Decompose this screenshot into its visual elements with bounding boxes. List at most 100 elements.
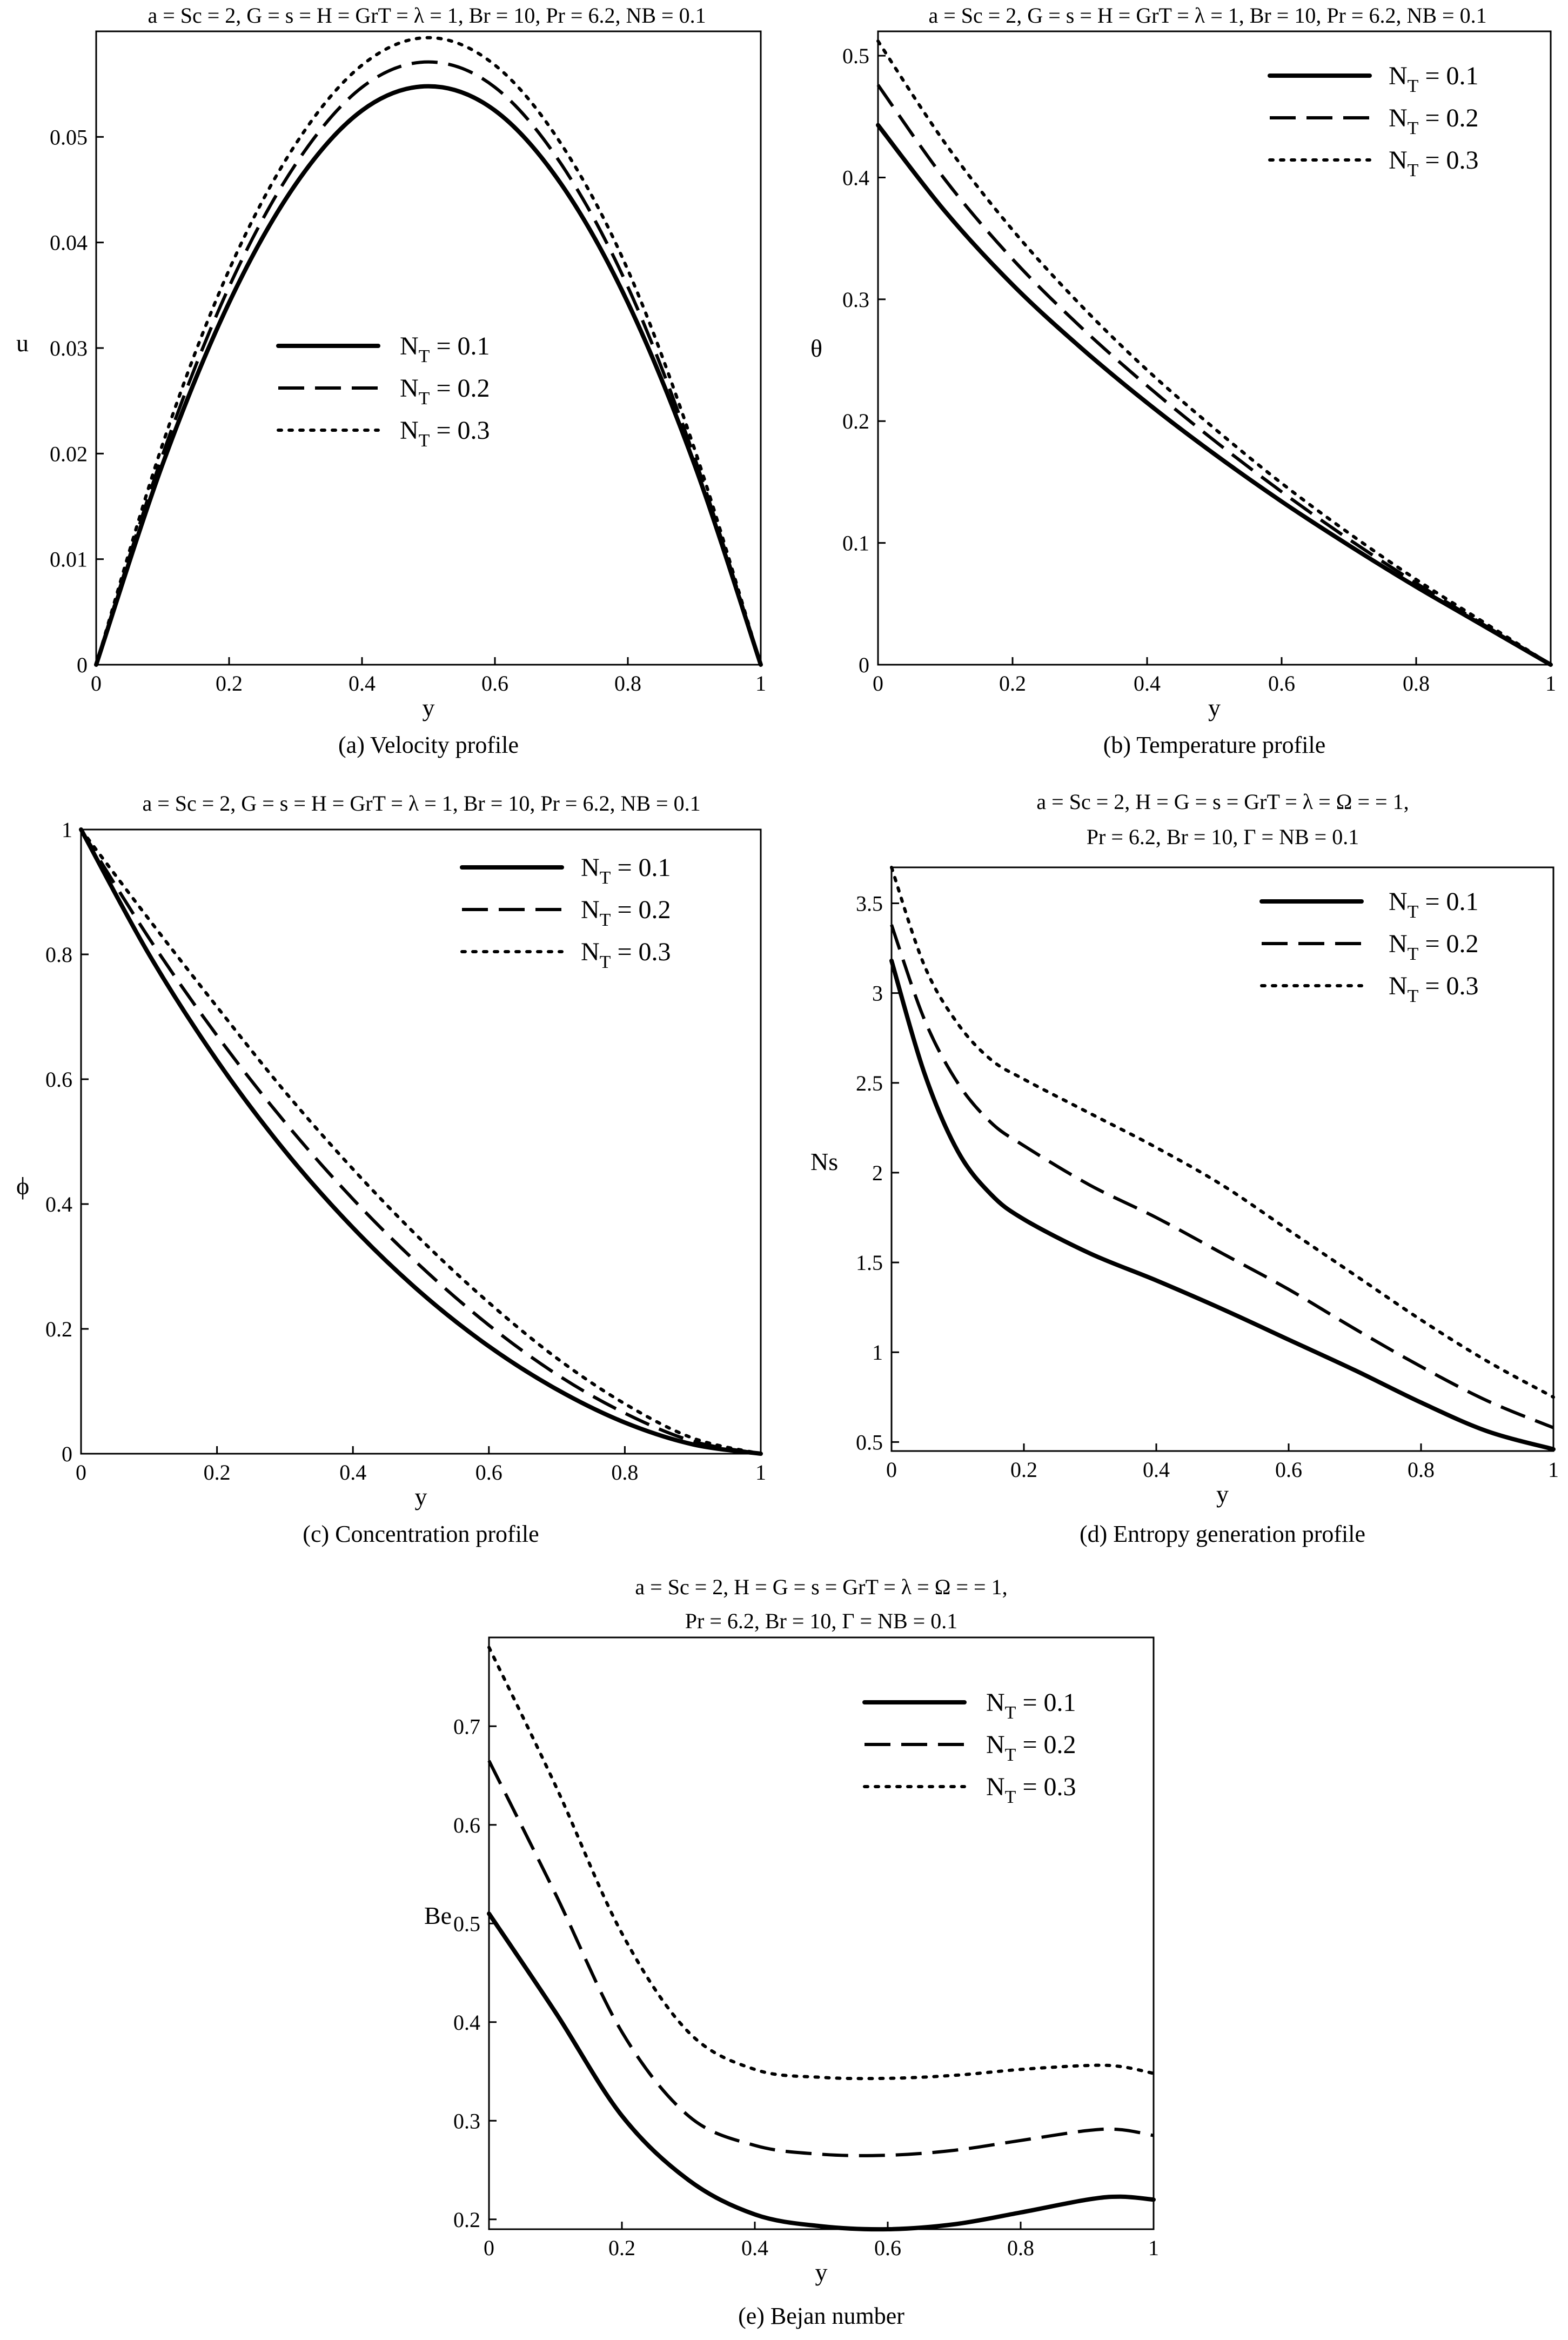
- series-line-nt-2: [79, 828, 761, 1455]
- figure-caption: (b) Temperature profile: [1103, 732, 1325, 758]
- legend-label: NT = 0.1: [1389, 62, 1479, 96]
- chart-b: a = Sc = 2, G = s = H = GrT = λ = 1, Br …: [810, 3, 1556, 758]
- y-tick-label: 0.5: [453, 1911, 480, 1936]
- x-tick-label: 1: [1545, 671, 1556, 696]
- x-tick-label: 0.2: [204, 1460, 231, 1485]
- y-tick-label: 0.3: [453, 2109, 480, 2133]
- y-tick-label: 0.02: [50, 442, 88, 466]
- x-tick-label: 0.2: [608, 2236, 635, 2260]
- legend-label: NT = 0.2: [400, 374, 490, 409]
- x-tick-label: 0.4: [1134, 671, 1161, 696]
- series-line-nt-1: [876, 123, 1553, 667]
- y-tick-label: 1: [62, 818, 72, 842]
- y-tick-label: 1: [872, 1340, 883, 1365]
- x-tick-label: 0.2: [1010, 1458, 1037, 1482]
- x-tick-label: 0.8: [1408, 1458, 1435, 1482]
- legend-label: NT = 0.3: [1389, 146, 1479, 180]
- legend-label: NT = 0.3: [400, 416, 490, 451]
- series-line-nt-1: [487, 1911, 1156, 2232]
- x-tick-label: 0.4: [339, 1460, 366, 1485]
- y-tick-label: 0.6: [453, 1813, 480, 1837]
- x-tick-label: 1: [755, 671, 766, 696]
- y-tick-label: 0.7: [453, 1714, 480, 1739]
- x-tick-label: 0.4: [741, 2236, 768, 2260]
- series-line-nt-1: [79, 827, 763, 1456]
- x-tick-label: 0.6: [1268, 671, 1295, 696]
- x-tick-label: 0.2: [999, 671, 1026, 696]
- chart-title: Pr = 6.2, Br = 10, Γ = NB = 0.1: [685, 1609, 958, 1633]
- x-tick-label: 0.8: [614, 671, 641, 696]
- plot-frame: [877, 30, 1552, 666]
- legend-label: NT = 0.2: [1389, 930, 1479, 964]
- series-line-nt-1: [889, 958, 1556, 1452]
- y-tick-label: 0.04: [50, 231, 88, 255]
- chart-e: a = Sc = 2, H = G = s = GrT = λ = Ω = = …: [424, 1575, 1159, 2329]
- x-tick-label: 1: [755, 1460, 766, 1485]
- y-tick-label: 3: [872, 981, 883, 1006]
- legend-label: NT = 0.1: [400, 332, 490, 366]
- chart-title: Pr = 6.2, Br = 10, Γ = NB = 0.1: [1087, 825, 1359, 849]
- y-tick-label: 0.2: [842, 409, 869, 433]
- y-tick-label: 1.5: [856, 1251, 883, 1275]
- x-tick-label: 0: [484, 2236, 494, 2260]
- x-tick-label: 0.6: [475, 1460, 502, 1485]
- y-tick-label: 0.03: [50, 336, 88, 360]
- y-tick-label: 0.6: [45, 1067, 72, 1092]
- y-tick-label: 0: [62, 1442, 72, 1466]
- figure-caption: (d) Entropy generation profile: [1080, 1521, 1365, 1547]
- series-line-nt-2: [487, 1760, 1154, 2157]
- x-tick-label: 0: [91, 671, 102, 696]
- legend-label: NT = 0.2: [986, 1730, 1076, 1765]
- x-axis-label: y: [1216, 1480, 1229, 1508]
- series-line-nt-1: [94, 84, 763, 667]
- series-line-nt-2: [876, 84, 1552, 666]
- chart-title: a = Sc = 2, G = s = H = GrT = λ = 1, Br …: [928, 3, 1486, 28]
- figure-caption: (c) Concentration profile: [303, 1521, 539, 1547]
- y-tick-label: 0.2: [45, 1317, 72, 1341]
- x-tick-label: 0.8: [1007, 2236, 1034, 2260]
- y-tick-label: 0.4: [453, 2010, 480, 2035]
- x-tick-label: 0: [76, 1460, 86, 1485]
- y-tick-label: 2.5: [856, 1071, 883, 1095]
- chart-title: a = Sc = 2, G = s = H = GrT = λ = 1, Br …: [142, 791, 700, 815]
- y-axis-label: u: [16, 329, 29, 357]
- legend-label: NT = 0.1: [1389, 887, 1479, 922]
- legend-label: NT = 0.3: [986, 1773, 1076, 1807]
- y-tick-label: 0.1: [842, 531, 869, 556]
- y-tick-label: 2: [872, 1161, 883, 1185]
- x-tick-label: 0.4: [349, 671, 376, 696]
- legend-label: NT = 0.3: [581, 938, 671, 972]
- x-tick-label: 0.8: [1403, 671, 1430, 696]
- chart-title: a = Sc = 2, H = G = s = GrT = λ = Ω = = …: [635, 1575, 1007, 1599]
- x-axis-label: y: [815, 2258, 828, 2286]
- series-line-nt-3: [79, 828, 762, 1455]
- series-line-nt-3: [95, 36, 762, 666]
- x-tick-label: 1: [1548, 1458, 1559, 1482]
- series-line-nt-3: [876, 39, 1552, 666]
- y-tick-label: 0.4: [45, 1192, 72, 1216]
- plot-frame: [80, 828, 762, 1455]
- legend-label: NT = 0.1: [986, 1688, 1076, 1723]
- plot-frame: [488, 1636, 1155, 2230]
- x-tick-label: 0: [886, 1458, 897, 1482]
- x-tick-label: 1: [1148, 2236, 1159, 2260]
- x-tick-label: 0.4: [1143, 1458, 1170, 1482]
- chart-d: a = Sc = 2, H = G = s = GrT = λ = Ω = = …: [810, 790, 1559, 1547]
- y-tick-label: 0.3: [842, 288, 869, 312]
- y-axis-label: Ns: [810, 1148, 838, 1175]
- figure-caption: (a) Velocity profile: [338, 732, 519, 758]
- x-tick-label: 0.6: [874, 2236, 901, 2260]
- legend-label: NT = 0.1: [581, 853, 671, 888]
- x-tick-label: 0: [873, 671, 883, 696]
- series-line-nt-2: [95, 60, 762, 665]
- x-tick-label: 0.6: [1275, 1458, 1302, 1482]
- y-tick-label: 0.5: [842, 44, 869, 68]
- y-tick-label: 0: [859, 653, 869, 677]
- x-tick-label: 0.2: [216, 671, 243, 696]
- x-axis-label: y: [415, 1483, 427, 1510]
- legend-label: NT = 0.2: [1389, 104, 1479, 138]
- series-line-nt-2: [890, 924, 1554, 1429]
- y-tick-label: 0.5: [856, 1430, 883, 1454]
- x-tick-label: 0.8: [611, 1460, 638, 1485]
